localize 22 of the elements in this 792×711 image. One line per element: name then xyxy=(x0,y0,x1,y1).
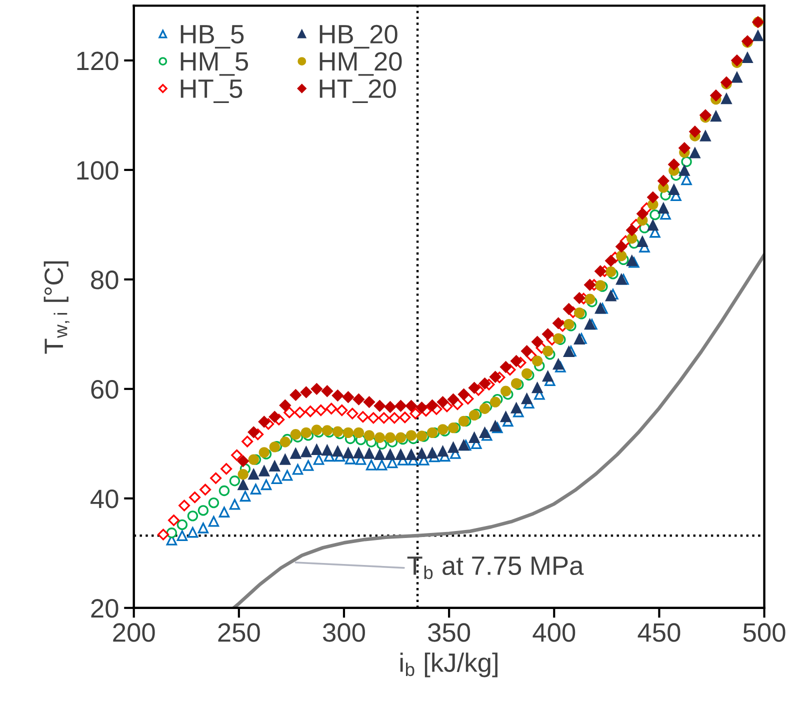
x-tick-label: 350 xyxy=(428,623,470,642)
x-tick-label: 450 xyxy=(638,623,680,642)
legend-label: HB_20 xyxy=(320,24,398,49)
x-tick-label: 250 xyxy=(218,623,260,642)
x-tick-label: 500 xyxy=(743,623,786,642)
x-axis-title: i$_{b}$ [kJ/kg] xyxy=(400,652,498,678)
legend-label: HT_5 xyxy=(180,80,242,104)
legend-label: HB_5 xyxy=(180,25,244,49)
y-tick-label: 80 xyxy=(91,270,118,290)
x-tick-label: 400 xyxy=(532,623,576,642)
y-tick-label: 120 xyxy=(77,52,118,70)
y-axis-title: T$_{w,i}$ [°C] xyxy=(44,261,70,354)
y-tick-label: 40 xyxy=(90,490,118,508)
legend-label: HM_20 xyxy=(320,52,402,76)
y-tick-label: 20 xyxy=(91,599,118,618)
y-tick-label: 60 xyxy=(91,380,118,399)
annotation: T$_{b}$ at 7.75 MPa xyxy=(407,556,584,580)
y-tick-label: 100 xyxy=(77,161,118,180)
legend-label: HM_5 xyxy=(180,52,248,76)
x-tick-label: 300 xyxy=(322,623,365,642)
legend-label: HT_20 xyxy=(320,79,396,104)
x-tick-label: 200 xyxy=(113,623,155,642)
